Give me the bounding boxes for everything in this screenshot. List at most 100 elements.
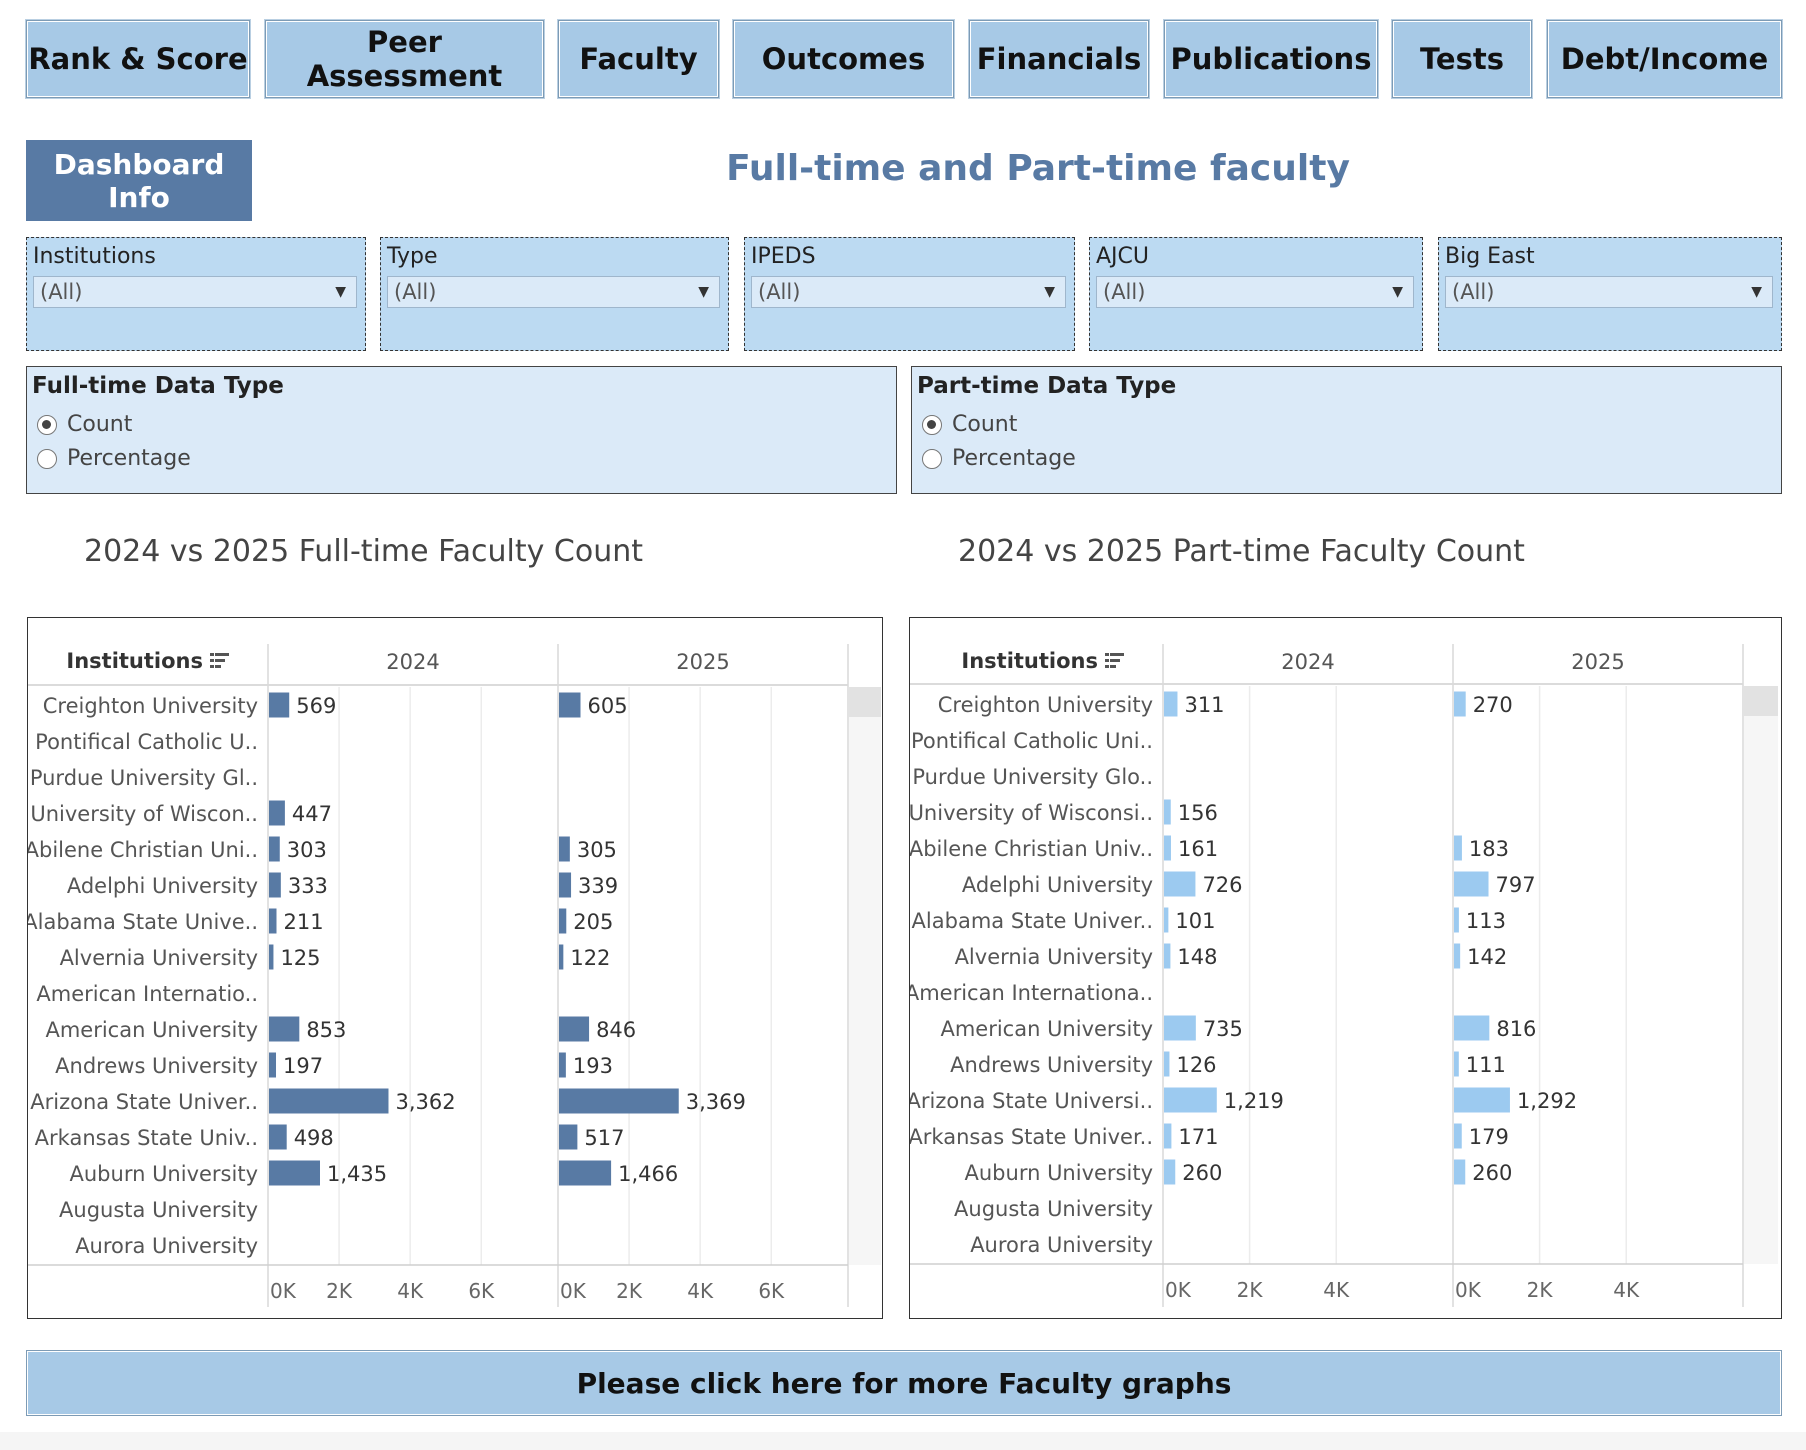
radio-unchecked-icon [37,448,57,469]
bar-2025-0[interactable] [1454,691,1466,717]
bar-2025-10[interactable] [559,1052,566,1078]
nav-rank-score-button[interactable]: Rank & Score [26,20,250,98]
bar-2025-6[interactable] [559,908,567,934]
bar-2024-0[interactable] [1164,691,1178,717]
radio-checked-icon [922,414,942,435]
sort-descending-icon[interactable] [1105,653,1124,668]
bar-2024-13[interactable] [269,1160,321,1186]
nav-faculty-button[interactable]: Faculty [558,20,719,98]
institutions-dropdown[interactable]: (All) ▼ [33,276,357,308]
scrollbar-thumb[interactable] [1744,686,1778,716]
x-tick-label: 4K [1613,1278,1640,1302]
filter-ajcu: AJCU (All) ▼ [1089,237,1423,351]
bar-2025-9[interactable] [559,1016,590,1042]
scrollbar-track[interactable] [1744,686,1778,1264]
bar-2025-10[interactable] [1454,1051,1459,1077]
nav-tests-button[interactable]: Tests [1392,20,1532,98]
institutions-column-header[interactable]: Institutions [66,649,203,673]
bar-2024-5[interactable] [1164,871,1196,897]
bar-2024-13[interactable] [1164,1159,1176,1185]
filter-label: AJCU [1096,244,1150,269]
bar-2024-7[interactable] [269,944,274,970]
bar-2024-6[interactable] [269,908,277,934]
nav-outcomes-button[interactable]: Outcomes [733,20,954,98]
dropdown-value: (All) [1103,280,1146,304]
part-time-percentage-radio[interactable]: Percentage [922,446,1076,471]
nav-financials-button[interactable]: Financials [969,20,1149,98]
data-label: 122 [570,946,610,970]
data-label: 853 [306,1018,346,1042]
part-time-count-radio[interactable]: Count [922,412,1017,437]
nav-peer-assessment-button[interactable]: Peer Assessment [265,20,544,98]
bar-2025-9[interactable] [1454,1015,1490,1041]
bar-2024-12[interactable] [269,1124,287,1150]
bar-2025-12[interactable] [559,1124,578,1150]
bar-2025-0[interactable] [559,692,581,718]
data-label: 211 [283,910,323,934]
bar-2025-11[interactable] [559,1088,679,1114]
bar-2024-6[interactable] [1164,907,1169,933]
full-time-data-type-title: Full-time Data Type [32,373,284,399]
bar-2024-11[interactable] [1164,1087,1217,1113]
bar-2025-11[interactable] [1454,1087,1510,1113]
big-east-dropdown[interactable]: (All) ▼ [1445,276,1773,308]
x-tick-label: 4K [1323,1278,1350,1302]
bar-2024-11[interactable] [269,1088,389,1114]
bar-2024-10[interactable] [269,1052,277,1078]
sort-descending-icon[interactable] [210,653,229,668]
bar-2024-4[interactable] [269,836,280,862]
bar-2025-4[interactable] [1454,835,1462,861]
ipeds-dropdown[interactable]: (All) ▼ [751,276,1066,308]
category-label: Creighton University [43,694,258,718]
part-time-data-type-panel: Part-time Data Type Count Percentage [911,366,1782,494]
data-label: 101 [1175,909,1215,933]
full-time-data-type-panel: Full-time Data Type Count Percentage [26,366,897,494]
panel-header-2024: 2024 [386,650,439,674]
category-label: Arkansas State Univ.. [35,1126,258,1150]
bar-2024-12[interactable] [1164,1123,1172,1149]
bar-2024-4[interactable] [1164,835,1171,861]
category-label: Andrews University [55,1054,258,1078]
bar-2024-0[interactable] [269,692,290,718]
category-label: Alvernia University [955,945,1153,969]
data-label: 113 [1466,909,1506,933]
filter-type: Type (All) ▼ [380,237,729,351]
full-time-count-radio[interactable]: Count [37,412,132,437]
data-label: 270 [1473,693,1513,717]
type-dropdown[interactable]: (All) ▼ [387,276,720,308]
bar-2025-6[interactable] [1454,907,1459,933]
bar-2024-9[interactable] [1164,1015,1196,1041]
category-label: American University [940,1017,1153,1041]
full-time-percentage-radio[interactable]: Percentage [37,446,191,471]
x-tick-label: 2K [326,1279,353,1303]
bar-2024-10[interactable] [1164,1051,1170,1077]
category-label: Adelphi University [962,873,1153,897]
nav-debt-income-button[interactable]: Debt/Income [1547,20,1782,98]
more-faculty-graphs-button[interactable]: Please click here for more Faculty graph… [26,1350,1782,1416]
bar-2024-9[interactable] [269,1016,300,1042]
category-label: Aurora University [75,1234,258,1258]
bar-2025-12[interactable] [1454,1123,1462,1149]
bar-2025-13[interactable] [559,1160,612,1186]
nav-publications-button[interactable]: Publications [1164,20,1378,98]
bar-2025-7[interactable] [559,944,564,970]
bar-2024-3[interactable] [1164,799,1171,825]
bar-2025-5[interactable] [559,872,572,898]
scrollbar-track[interactable] [849,687,881,1265]
data-label: 1,466 [618,1162,678,1186]
bar-2024-3[interactable] [269,800,285,826]
bar-2025-4[interactable] [559,836,570,862]
scrollbar-thumb[interactable] [849,687,881,717]
ajcu-dropdown[interactable]: (All) ▼ [1096,276,1414,308]
page-title: Full-time and Part-time faculty [726,148,1350,189]
bar-2025-13[interactable] [1454,1159,1466,1185]
category-label: Alvernia University [60,946,258,970]
institutions-column-header[interactable]: Institutions [961,649,1098,673]
bar-2024-5[interactable] [269,872,281,898]
dashboard-info-button[interactable]: Dashboard Info [26,140,252,221]
bar-2025-7[interactable] [1454,943,1461,969]
bar-2024-7[interactable] [1164,943,1171,969]
filter-big-east: Big East (All) ▼ [1438,237,1782,351]
radio-label: Count [67,412,133,437]
bar-2025-5[interactable] [1454,871,1489,897]
